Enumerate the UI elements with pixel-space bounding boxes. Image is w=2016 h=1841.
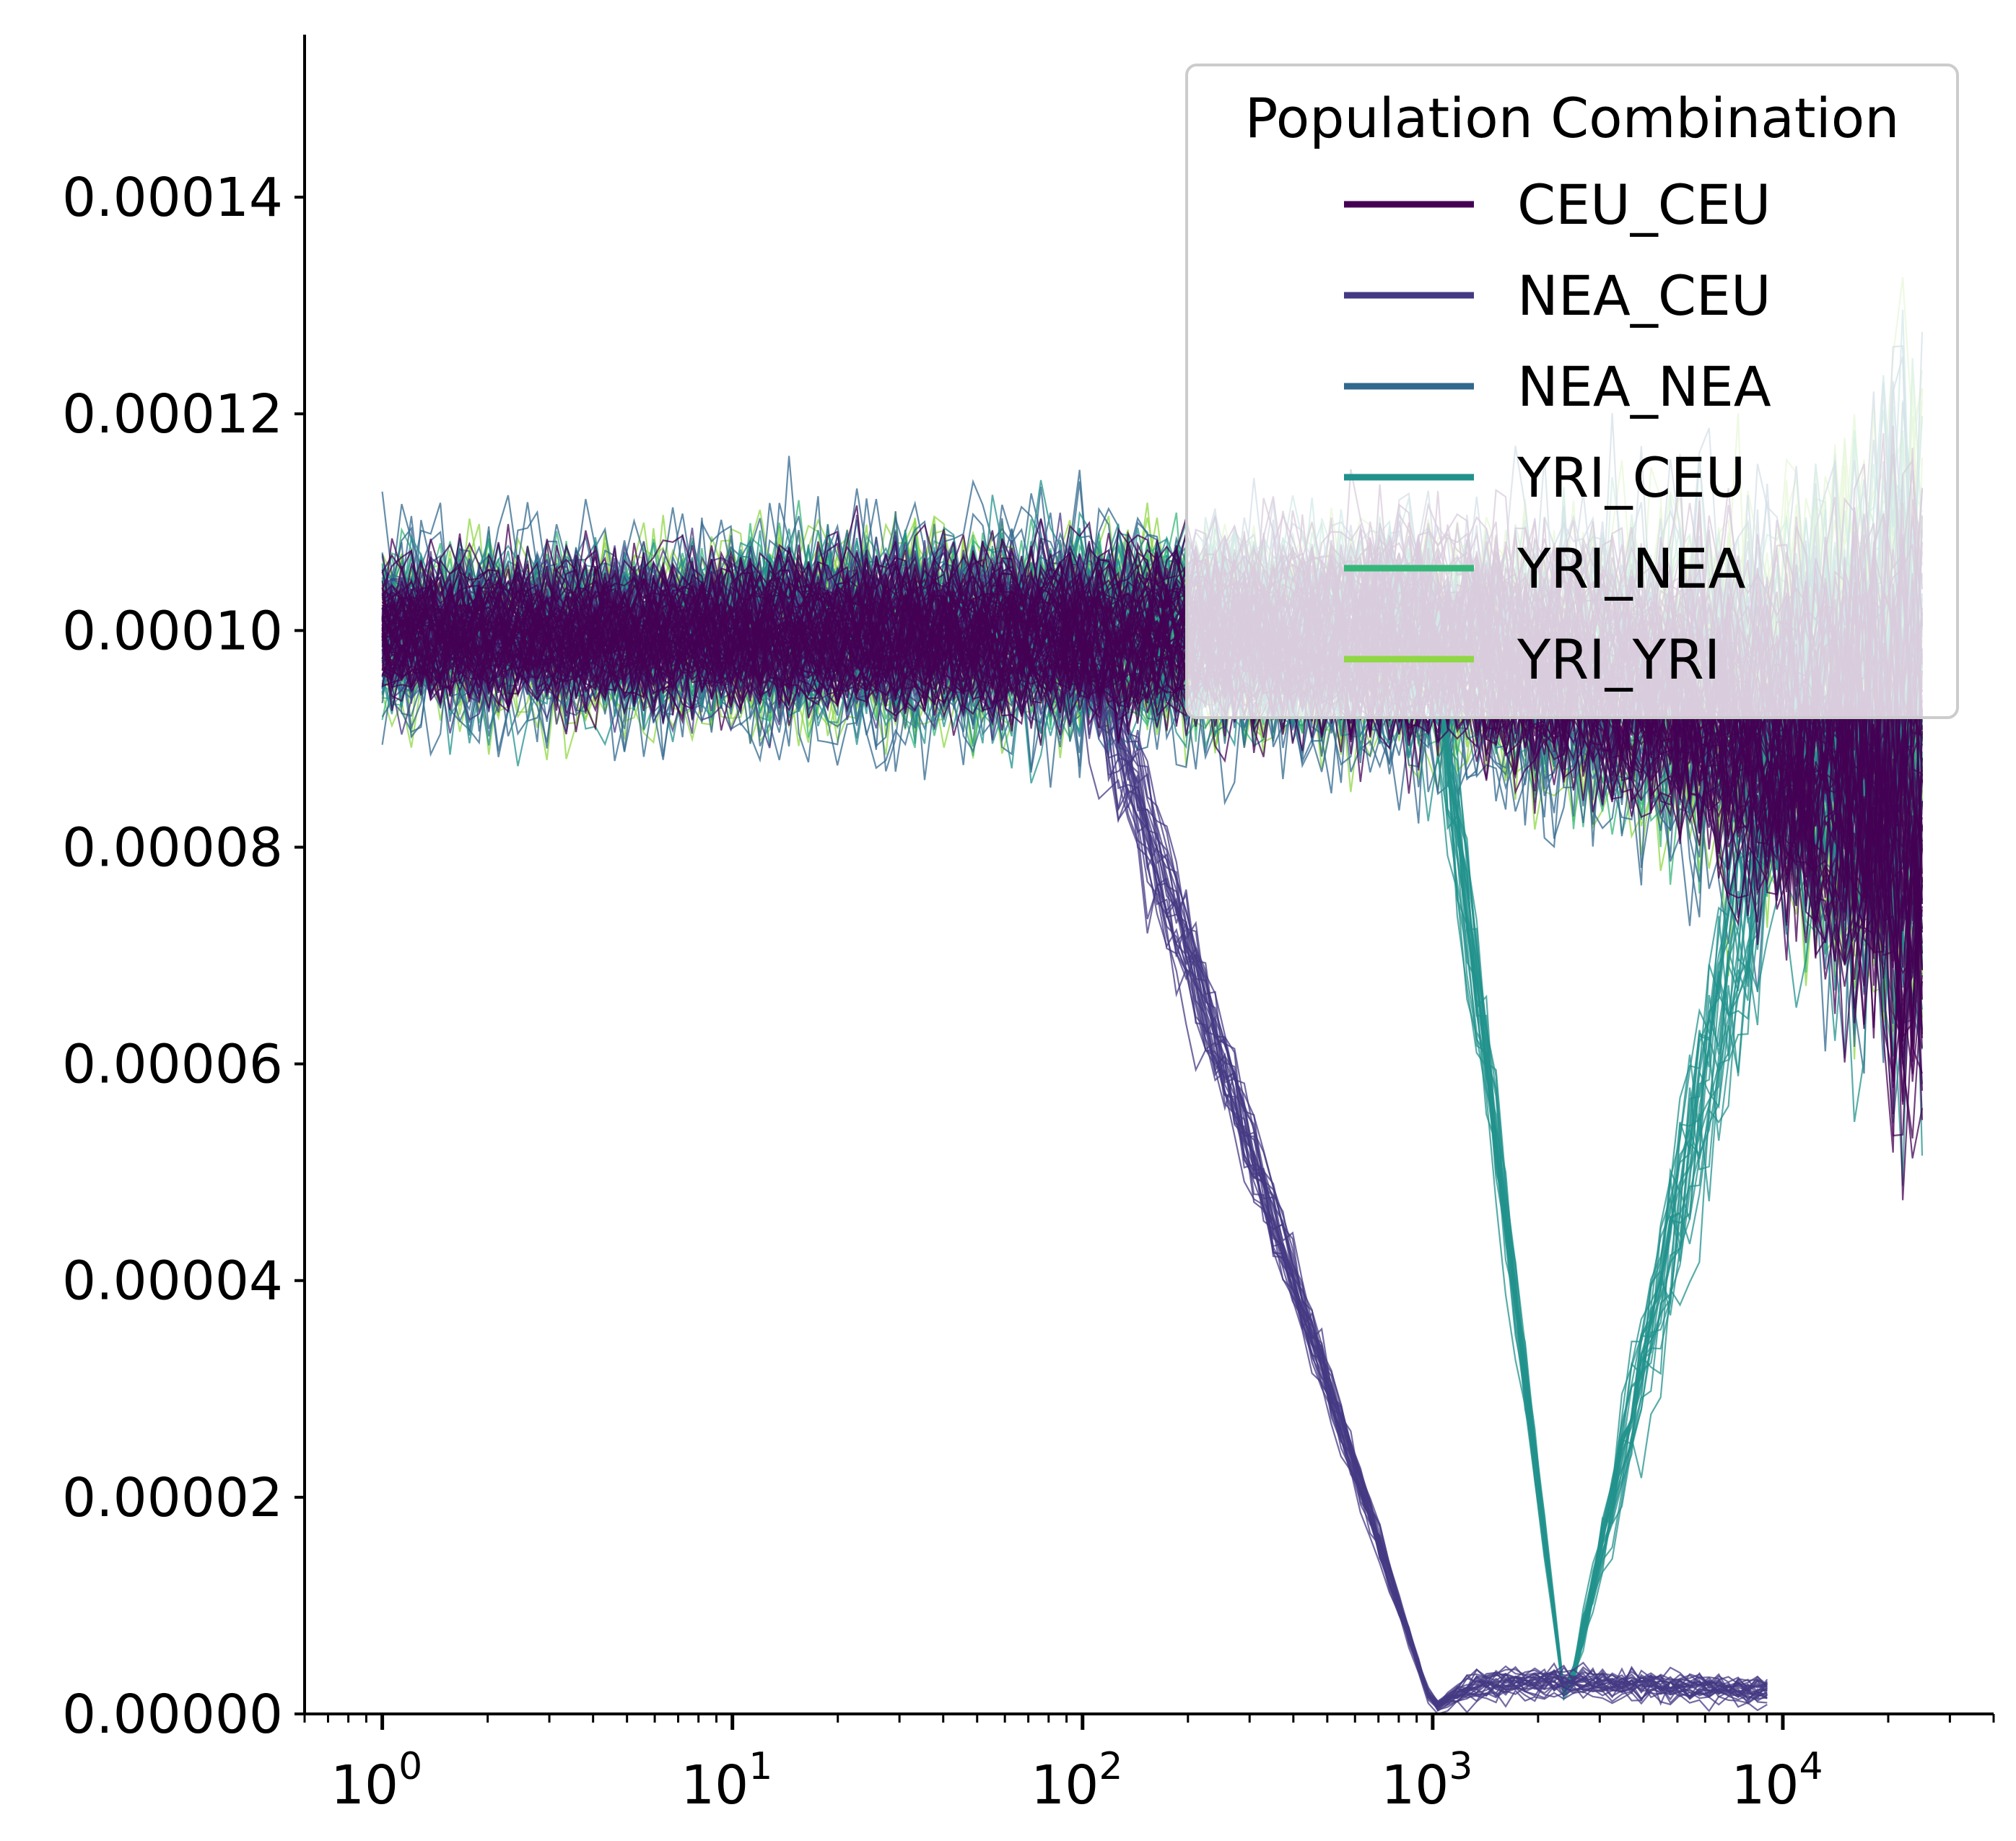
- y-tick-label: 0.00002: [62, 1467, 283, 1529]
- y-tick-label: 0.00012: [62, 383, 283, 445]
- legend: Population Combination CEU_CEU NEA_CEU NEA_…: [1185, 64, 1959, 719]
- legend-item: NEA_NEA: [1344, 354, 1771, 419]
- x-tick-label: 104: [1731, 1745, 1823, 1816]
- y-tick-label: 0.00004: [62, 1250, 283, 1313]
- series-line: [382, 642, 1768, 1715]
- legend-item: NEA_CEU: [1344, 264, 1771, 328]
- y-tick-label: 0.00010: [62, 600, 283, 662]
- legend-label: YRI_NEA: [1517, 536, 1746, 601]
- legend-label: YRI_YRI: [1517, 627, 1720, 692]
- x-tick-label: 100: [331, 1745, 422, 1816]
- y-tick-label: 0.00014: [62, 167, 283, 229]
- y-tick-label: 0.00008: [62, 817, 283, 879]
- legend-title: Population Combination: [1245, 86, 1900, 150]
- y-tick-label: 0.00006: [62, 1034, 283, 1096]
- legend-item: YRI_YRI: [1344, 627, 1720, 692]
- axes: 0.00000 0.00002 0.00004 0.00006 0.00008 0.000…: [62, 35, 1995, 1816]
- legend-item: YRI_CEU: [1344, 445, 1745, 510]
- legend-label: CEU_CEU: [1517, 173, 1771, 237]
- series-line: [381, 586, 1924, 1082]
- legend-label: YRI_CEU: [1517, 445, 1745, 510]
- y-tick-label: 0.00000: [62, 1684, 283, 1746]
- x-tick-label: 103: [1381, 1745, 1472, 1816]
- legend-box: [1185, 64, 1959, 719]
- legend-item: YRI_NEA: [1344, 536, 1746, 601]
- legend-label: NEA_CEU: [1517, 264, 1771, 328]
- legend-label: NEA_NEA: [1517, 354, 1771, 419]
- x-tick-label: 102: [1031, 1745, 1122, 1816]
- x-tick-label: 101: [681, 1745, 772, 1816]
- legend-item: CEU_CEU: [1344, 173, 1771, 237]
